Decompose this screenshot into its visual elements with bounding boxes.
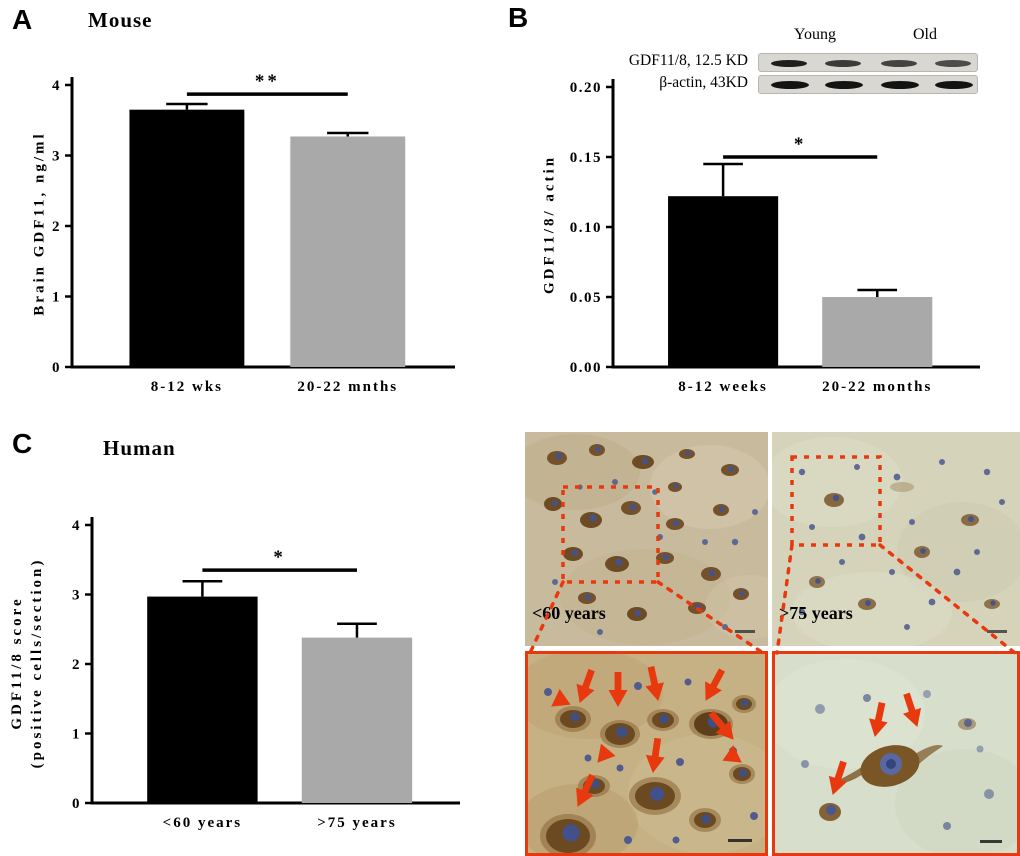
bar [147,596,258,803]
y-tick-label: 3 [52,149,61,165]
y-tick-label: 2 [52,219,61,235]
y-tick-label: 1 [52,290,61,306]
bar [301,637,413,803]
y-tick-label: 0.15 [570,150,602,166]
panel-a-label: A [12,4,33,35]
scale-bar [728,839,752,842]
micrograph-over-75: >75 years [772,432,1020,646]
x-category-label: 20-22 months [822,379,932,395]
blot-strip-gdf11 [758,53,978,72]
y-tick-label: 4 [52,78,61,94]
chart-human-gdf11-score: 0 1 2 3 4 <60 years >75 years * [40,495,500,855]
scale-bar [987,630,1007,633]
significance-stars: ** [255,71,280,92]
panel-c-label: C [12,428,33,459]
blot-row-actin: β-actin, 43KD [659,74,748,91]
y-tick-label: 0 [72,796,81,812]
micrograph-under-60-zoom-image [528,654,765,853]
micrograph-grid: <60 years [525,432,1020,856]
chart-svg-human-gdf11-8-score: 0 1 2 3 4 <60 years >75 years * [72,517,460,831]
western-blot-inset: Young Old GDF11/8, 12.5 KD β-actin, 43KD [600,26,1010,126]
loose-nuclei [801,690,994,830]
bar [290,136,406,367]
micrograph-over-75-zoom [772,651,1020,856]
y-tick-label: 3 [72,588,81,604]
y-tick-label: 0.00 [570,360,602,376]
scale-bar [980,840,1002,843]
y-tick-label: 4 [72,518,81,534]
micrograph-under-60: <60 years [525,432,768,646]
panel-c-ylabel-line1: GDF11/8 score [9,596,25,730]
blot-col-old: Old [913,26,937,43]
y-tick-label: 0.20 [570,80,602,96]
x-category-label: 8-12 wks [151,379,223,395]
micrograph-over-75-zoom-image [775,654,1017,853]
chart-svg-mouse-brain-gdf11: 0 1 2 3 4 8-12 wks 20-22 mnths ** [52,71,455,395]
y-tick-label: 0 [52,360,61,376]
bar [129,109,245,368]
blot-row-gdf11: GDF11/8, 12.5 KD [628,52,748,69]
micrograph-over-75-label: >75 years [779,603,853,623]
x-category-label: 20-22 mnths [297,379,398,395]
scale-bar [735,630,755,633]
neuron-cells [809,482,1000,610]
neuron-cells [819,718,976,821]
micrograph-under-60-label: <60 years [532,603,606,623]
x-category-label: >75 years [317,815,396,831]
panel-a-title: Mouse [88,8,153,32]
chart-mouse-brain-gdf11: 0 1 2 3 4 8-12 wks 20-22 mnths ** [30,55,485,415]
y-tick-label: 0.10 [570,220,602,236]
significance-stars: * [273,547,286,568]
roi-dotted-box-over-75 [790,455,882,547]
bar [822,297,933,367]
blot-col-young: Young [794,26,836,43]
arrow-annotations [828,692,922,795]
bar [668,196,779,367]
arrow-annotations [551,666,742,807]
loose-nuclei [544,678,758,844]
y-tick-label: 1 [72,727,81,743]
micrograph-under-60-zoom [525,651,768,856]
x-category-label: <60 years [163,815,242,831]
neuron-cells [540,695,756,853]
x-category-label: 8-12 weeks [678,379,768,395]
chart-svg-gdf11-8-actin-ratio: 0.00 0.05 0.10 0.15 0.20 8-12 weeks 20-22 mont… [570,79,980,395]
significance-stars: * [794,134,807,155]
y-tick-label: 0.05 [570,290,602,306]
panel-b-label: B [508,2,529,33]
y-tick-label: 2 [72,657,81,673]
panel-c-title: Human [103,436,176,460]
chart-gdf11-actin-ratio: 0.00 0.05 0.10 0.15 0.20 8-12 weeks 20-22 mont… [545,55,1005,415]
blot-strip-actin [758,75,978,94]
